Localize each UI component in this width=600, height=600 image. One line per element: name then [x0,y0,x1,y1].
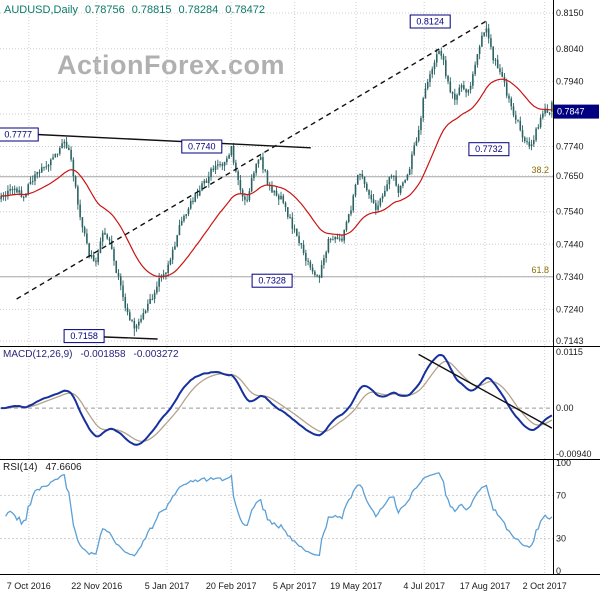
svg-text:0.8124: 0.8124 [416,17,444,27]
svg-text:0.8040: 0.8040 [556,44,584,54]
price-annotation: 0.7328 [251,273,293,288]
rsi-value: 47.6606 [45,462,82,473]
svg-text:0.7847: 0.7847 [557,107,585,117]
svg-text:100: 100 [556,458,571,468]
svg-text:7 Oct 2016: 7 Oct 2016 [7,581,51,591]
svg-text:0.7940: 0.7940 [556,76,584,86]
svg-text:0.7740: 0.7740 [556,142,584,152]
svg-text:5 Apr 2017: 5 Apr 2017 [273,581,317,591]
svg-text:-0.00940: -0.00940 [556,449,592,459]
date-axis: 7 Oct 2016 22 Nov 2016 5 Jan 2017 20 Feb 20… [7,581,567,591]
symbol-timeframe: AUDUSD,Daily [4,4,78,16]
price-annotation: 0.7732 [468,142,510,157]
svg-text:0.8150: 0.8150 [556,8,584,18]
svg-text:19 May 2017: 19 May 2017 [330,581,382,591]
svg-text:22 Nov 2016: 22 Nov 2016 [71,581,122,591]
svg-text:2 Oct 2017: 2 Oct 2017 [523,581,567,591]
svg-text:4 Jul 2017: 4 Jul 2017 [403,581,445,591]
chart-header: AUDUSD,Daily 0.78756 0.78815 0.78284 0.7… [4,4,265,16]
svg-text:0.7732: 0.7732 [475,144,503,154]
open-value: 0.78756 [84,4,125,16]
svg-text:20 Feb 2017: 20 Feb 2017 [206,581,257,591]
svg-text:38.2: 38.2 [531,165,549,175]
price-annotation: 0.7158 [63,329,105,344]
current-price-tag: 0.7847 [554,104,599,119]
rsi-label: RSI(14) 47.6606 [3,462,82,473]
svg-text:0.00: 0.00 [556,403,574,413]
candlesticks [0,21,553,337]
svg-text:0.0115: 0.0115 [556,347,583,357]
svg-text:17 Aug 2017: 17 Aug 2017 [460,581,511,591]
high-value: 0.78815 [131,4,172,16]
macd-main-value: -0.001858 [80,349,126,360]
svg-text:5 Jan 2017: 5 Jan 2017 [145,581,190,591]
svg-text:0.7740: 0.7740 [188,142,216,152]
svg-text:30: 30 [556,534,566,544]
close-value: 0.78472 [225,4,266,16]
price-axis: 0.81500.80400.79400.78400.77400.76500.75… [554,8,599,576]
price-annotation: 0.7740 [181,139,223,154]
price-annotations: 0.8124 0.7777 0.7740 0.7732 0.7328 0.7158 [0,14,510,344]
price-annotation: 0.7777 [0,127,39,142]
svg-text:0.7158: 0.7158 [70,331,98,341]
macd-indicator-name: MACD(12,26,9) [3,349,73,360]
svg-text:0.7143: 0.7143 [556,336,584,346]
rsi-indicator-name: RSI(14) [3,462,38,473]
svg-text:0.7240: 0.7240 [556,304,584,314]
rsi-plot [5,472,553,557]
svg-text:61.8: 61.8 [531,265,549,275]
svg-text:0.7328: 0.7328 [258,276,286,286]
svg-text:0.7650: 0.7650 [556,171,584,181]
macd-label: MACD(12,26,9) -0.001858 -0.003272 [3,349,179,360]
macd-signal-value: -0.003272 [133,349,179,360]
low-value: 0.78284 [178,4,219,16]
svg-text:0.7340: 0.7340 [556,272,584,282]
svg-text:0.7440: 0.7440 [556,239,584,249]
svg-text:0.7540: 0.7540 [556,207,584,217]
svg-text:70: 70 [556,490,566,500]
watermark: ActionForex.com [57,50,286,80]
moving-average-line [1,78,552,277]
svg-text:0.7777: 0.7777 [4,130,32,140]
svg-text:0: 0 [556,566,561,576]
price-annotation: 0.8124 [409,14,451,29]
macd-plot [1,353,553,446]
panel-separators [0,0,600,575]
